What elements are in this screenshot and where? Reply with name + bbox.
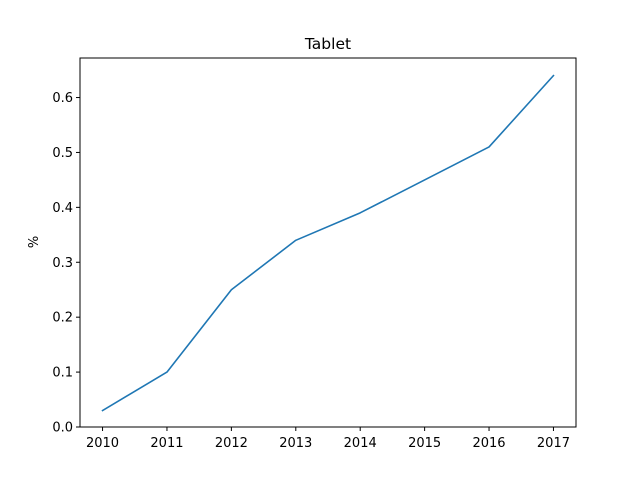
y-tick-label: 0.0 bbox=[52, 421, 73, 436]
x-tick-label: 2013 bbox=[279, 436, 312, 451]
y-tick-label: 0.6 bbox=[52, 91, 73, 106]
x-tick-label: 2014 bbox=[344, 436, 377, 451]
y-tick-label: 0.1 bbox=[52, 366, 73, 381]
x-tick-label: 2015 bbox=[408, 436, 441, 451]
x-tick-label: 2016 bbox=[472, 436, 505, 451]
series-line bbox=[101, 74, 555, 412]
plot-frame bbox=[79, 57, 577, 428]
y-tick-label: 0.5 bbox=[52, 146, 73, 161]
x-tick-label: 2010 bbox=[86, 436, 119, 451]
y-tick-label: 0.4 bbox=[52, 201, 73, 216]
x-tick-label: 2012 bbox=[215, 436, 248, 451]
y-axis-label: % bbox=[27, 236, 42, 248]
x-tick-label: 2017 bbox=[537, 436, 570, 451]
series-layer bbox=[101, 74, 555, 412]
y-tick-label: 0.3 bbox=[52, 256, 73, 271]
y-tick-label: 0.2 bbox=[52, 311, 73, 326]
chart-title: Tablet bbox=[304, 35, 351, 53]
axis-ticks: 2010 2011 2012 2013 2014 2015 2016 2017 0.0 0.1 0.… bbox=[52, 91, 570, 451]
x-tick-label: 2011 bbox=[150, 436, 183, 451]
